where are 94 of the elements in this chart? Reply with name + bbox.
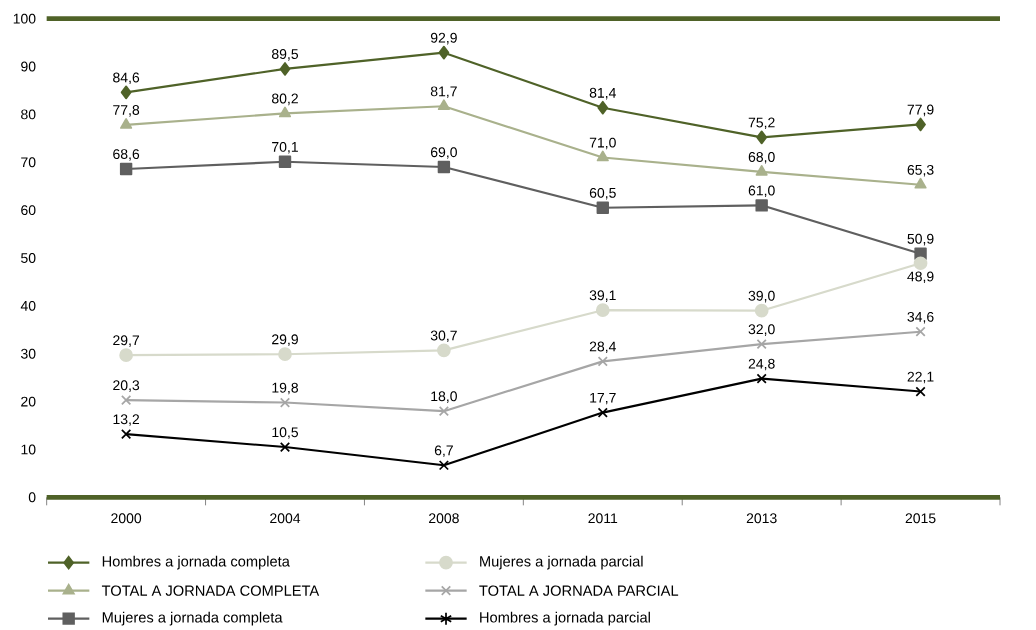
data-label: 34,6	[907, 311, 934, 324]
point	[437, 99, 450, 111]
point	[119, 348, 133, 363]
data-label: 10,5	[272, 427, 299, 439]
data-label: 71,0	[589, 137, 616, 150]
data-label: 68,0	[748, 152, 775, 164]
data-label: 13,2	[113, 414, 140, 426]
y-tick-label: 60	[21, 205, 36, 216]
data-label: 39,0	[748, 290, 775, 303]
data-label: 84,6	[113, 72, 140, 85]
point	[596, 201, 609, 214]
data-label: 81,4	[589, 87, 616, 100]
data-label: 61,0	[748, 185, 775, 198]
x-tick-label: 2015	[905, 513, 936, 524]
point	[755, 199, 768, 212]
point	[595, 303, 610, 318]
point	[437, 160, 451, 174]
data-label: 77,8	[113, 105, 140, 117]
data-label: 69,0	[430, 147, 457, 159]
y-tick-label: 0	[28, 492, 36, 503]
point	[597, 356, 608, 367]
data-label: 22,1	[907, 371, 934, 384]
x-tick-label: 2011	[588, 513, 618, 524]
point	[914, 177, 927, 189]
data-label: 32,0	[748, 324, 775, 336]
point	[756, 339, 767, 350]
x-tick-label: 2013	[746, 513, 777, 524]
point	[121, 395, 132, 406]
point	[596, 150, 609, 162]
point	[438, 460, 450, 471]
data-label: 20,3	[113, 380, 140, 392]
y-tick-label: 20	[21, 396, 36, 407]
data-label: 60,5	[589, 187, 616, 200]
data-label: 19,8	[272, 382, 299, 395]
legend-label: Hombres a jornada completa	[102, 555, 290, 570]
point	[279, 62, 291, 76]
data-label: 81,7	[430, 86, 457, 98]
point	[756, 130, 768, 145]
point	[119, 162, 133, 176]
data-label: 17,7	[590, 392, 616, 405]
point	[915, 326, 926, 337]
data-label: 28,4	[589, 341, 616, 354]
y-tick-label: 50	[21, 253, 36, 263]
y-tick-label: 80	[21, 109, 36, 120]
data-label: 89,5	[271, 49, 299, 61]
point	[913, 256, 928, 271]
y-tick-label: 70	[21, 157, 36, 168]
point	[121, 429, 132, 440]
data-label: 6,7	[434, 445, 453, 457]
y-tick-label: 100	[13, 13, 36, 24]
data-label: 39,1	[589, 290, 616, 302]
data-label: 75,2	[748, 117, 775, 130]
y-tick-label: 10	[21, 444, 36, 455]
data-label: 18,0	[431, 391, 457, 403]
point	[279, 441, 291, 453]
data-label: 48,9	[907, 271, 934, 284]
data-label: 92,9	[430, 32, 457, 45]
legend-label: TOTAL A JORNADA PARCIAL	[479, 585, 679, 596]
legend-label: Hombres a jornada parcial	[480, 611, 650, 626]
x-tick-label: 2000	[111, 513, 142, 524]
point	[437, 343, 451, 358]
data-label: 80,2	[271, 93, 298, 106]
point	[279, 397, 291, 408]
point	[120, 85, 132, 100]
y-tick-label: 40	[20, 300, 36, 311]
data-label: 77,9	[907, 104, 934, 117]
y-tick-label: 90	[21, 61, 36, 72]
point	[278, 347, 292, 362]
data-label: 65,3	[907, 164, 934, 177]
data-label: 50,9	[907, 233, 934, 246]
legend-label: Mujeres a jornada completa	[102, 611, 283, 626]
x-tick-label: 2004	[270, 513, 301, 524]
point	[278, 155, 292, 168]
point	[754, 303, 769, 318]
legend-label: Mujeres a jornada parcial	[480, 555, 643, 570]
point	[755, 164, 768, 176]
legend-label: TOTAL A JORNADA COMPLETA	[101, 585, 320, 596]
data-label: 29,7	[113, 335, 140, 347]
data-label: 70,1	[272, 141, 298, 154]
point	[120, 118, 133, 129]
data-label: 24,8	[748, 358, 775, 371]
point	[597, 407, 608, 418]
point	[756, 373, 767, 384]
data-label: 68,6	[113, 149, 140, 161]
x-tick-label: 2008	[429, 513, 459, 524]
point	[438, 45, 450, 60]
data-label: 29,9	[272, 334, 298, 346]
point	[438, 406, 450, 417]
point	[915, 117, 926, 132]
point	[278, 106, 292, 118]
point	[597, 100, 609, 115]
point	[915, 386, 926, 397]
y-tick-label: 30	[21, 348, 36, 359]
data-label: 30,7	[430, 330, 457, 343]
